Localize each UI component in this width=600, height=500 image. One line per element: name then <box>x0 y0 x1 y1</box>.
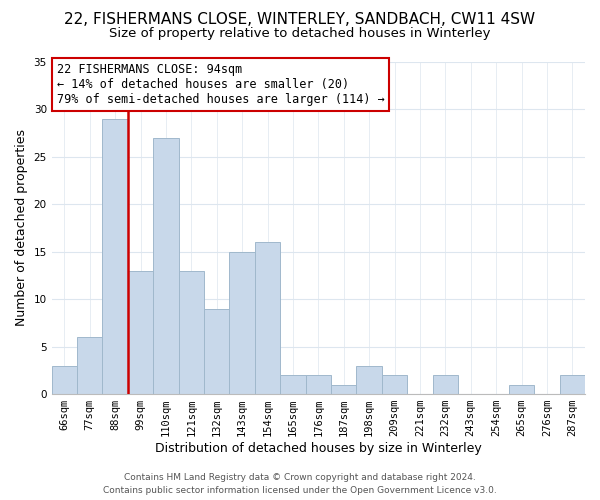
Text: Size of property relative to detached houses in Winterley: Size of property relative to detached ho… <box>109 28 491 40</box>
Bar <box>305 375 331 394</box>
Bar <box>433 375 458 394</box>
Bar <box>103 118 128 394</box>
Bar <box>229 252 255 394</box>
Bar <box>255 242 280 394</box>
Bar <box>356 366 382 394</box>
Bar <box>509 384 534 394</box>
Text: 22, FISHERMANS CLOSE, WINTERLEY, SANDBACH, CW11 4SW: 22, FISHERMANS CLOSE, WINTERLEY, SANDBAC… <box>64 12 536 28</box>
Bar <box>204 308 229 394</box>
Bar <box>331 384 356 394</box>
Bar <box>560 375 585 394</box>
Y-axis label: Number of detached properties: Number of detached properties <box>15 130 28 326</box>
Text: Contains HM Land Registry data © Crown copyright and database right 2024.
Contai: Contains HM Land Registry data © Crown c… <box>103 474 497 495</box>
Bar <box>179 270 204 394</box>
Bar <box>280 375 305 394</box>
Bar <box>52 366 77 394</box>
Bar <box>153 138 179 394</box>
Bar <box>382 375 407 394</box>
Bar <box>128 270 153 394</box>
Text: 22 FISHERMANS CLOSE: 94sqm
← 14% of detached houses are smaller (20)
79% of semi: 22 FISHERMANS CLOSE: 94sqm ← 14% of deta… <box>57 63 385 106</box>
Bar <box>77 337 103 394</box>
X-axis label: Distribution of detached houses by size in Winterley: Distribution of detached houses by size … <box>155 442 482 455</box>
